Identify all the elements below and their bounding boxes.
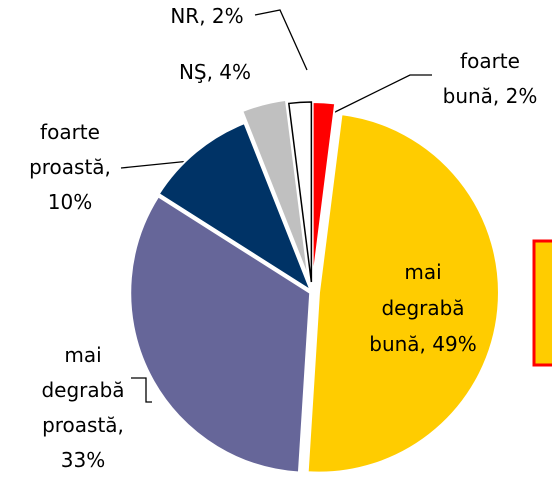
leader-line [254,9,308,71]
legend-box [532,239,552,367]
data-label-line: NŞ, 4% [179,60,251,84]
pie-slice [157,121,313,293]
data-label-line: NR, 2% [170,4,243,28]
data-label-line: foarte [40,120,100,144]
data-label-line: proastă, [42,413,124,437]
data-label-line: degrabă [381,296,464,320]
data-label: mai degrabă proastă, 33% [41,343,124,472]
data-label-line: 33% [61,448,105,472]
data-label-line: 10% [48,190,92,214]
data-label-line: mai [404,260,441,284]
leader-line [131,377,152,403]
data-label: NR, 2% [170,4,243,28]
data-label-line: bună, 49% [369,332,476,356]
data-label-line: degrabă [41,378,124,402]
pie-slice [240,98,310,279]
data-label: NŞ, 4% [179,60,251,84]
data-label: foarte proastă, 10% [29,120,111,214]
pie-slice [287,101,313,283]
data-label: mai degrabă bună, 49% [369,260,476,356]
data-label-line: foarte [460,49,520,73]
data-label-line: bună, 2% [443,84,538,108]
data-label: foarte bună, 2% [443,49,538,108]
data-label-line: mai [64,343,101,367]
pie-slice [129,195,312,474]
pie-slice [311,101,337,283]
data-label-line: proastă, [29,155,111,179]
pie-slice [306,112,500,474]
leader-line [330,74,432,115]
